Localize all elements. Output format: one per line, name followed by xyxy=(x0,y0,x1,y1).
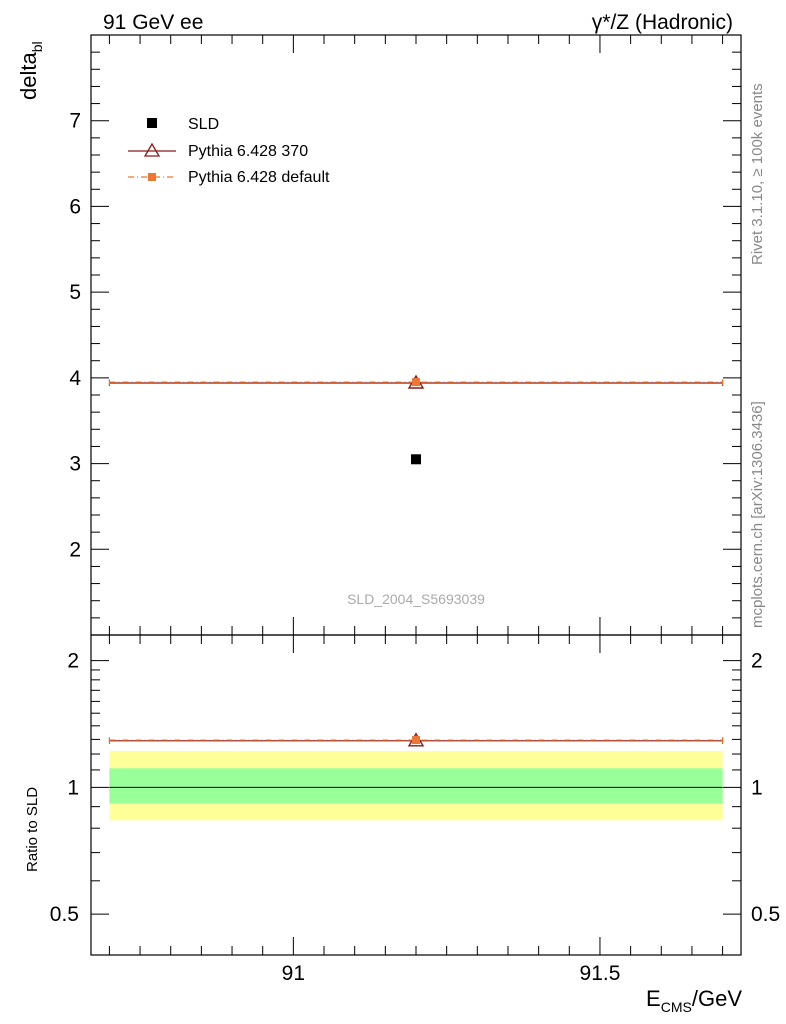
ratio-ytick-label-right: 0.5 xyxy=(751,903,780,926)
main-ylabel: deltabl xyxy=(16,41,45,100)
xlabel-text: E xyxy=(646,986,661,1011)
main-marker-square xyxy=(412,378,420,387)
ratio-ylabel: Ratio to SLD xyxy=(24,787,41,872)
ratio-ytick-label-left: 2 xyxy=(67,650,79,673)
xlabel-subscript: CMS xyxy=(661,999,692,1015)
ratio-xtick-label: 91.5 xyxy=(580,962,621,985)
ratio-xtick-label: 91 xyxy=(282,962,305,985)
xlabel-unit: /GeV xyxy=(692,986,742,1011)
legend-label-pythia-370: Pythia 6.428 370 xyxy=(188,143,308,160)
legend-marker-pythia-370 xyxy=(143,142,161,157)
ratio-ytick-label-left: 0.5 xyxy=(50,903,79,926)
mcplots-label: mcplots.cern.ch [arXiv:1306.3436] xyxy=(749,401,766,628)
main-ylabel-subscript: bl xyxy=(29,41,45,52)
legend-label-pythia-default: Pythia 6.428 default xyxy=(188,169,330,186)
rivet-label: Rivet 3.1.10, ≥ 100k events xyxy=(749,83,766,265)
main-ytick-label: 4 xyxy=(69,367,81,390)
main-panel: 2 3 4 5 6 7 xyxy=(69,34,741,636)
xlabel: ECMS/GeV xyxy=(646,986,742,1015)
main-ytick-label: 2 xyxy=(69,538,81,561)
ratio-ytick-label-left: 1 xyxy=(67,776,79,799)
legend-label-sld: SLD xyxy=(188,116,219,133)
main-ylabel-text: delta xyxy=(16,52,41,100)
legend: SLD Pythia 6.428 370 Pythia 6.428 defaul… xyxy=(128,116,330,186)
main-ytick-label: 5 xyxy=(69,281,81,304)
ratio-marker-square xyxy=(412,736,420,745)
ratio-panel: 0.5 0.5 1 1 2 2 91 91.5 xyxy=(50,635,780,985)
main-ytick-label: 3 xyxy=(69,453,81,476)
legend-marker-sld xyxy=(147,118,157,128)
ratio-ytick-label-right: 2 xyxy=(751,650,763,673)
main-ytick-label: 7 xyxy=(69,110,81,133)
main-ytick-label: 6 xyxy=(69,195,81,218)
ratio-frame xyxy=(90,634,742,956)
ratio-band-1-sigma xyxy=(109,768,723,804)
legend-marker-pythia-default xyxy=(148,173,156,181)
header-left-label: 91 GeV ee xyxy=(103,11,203,34)
header-right-label: γ*/Z (Hadronic) xyxy=(592,11,733,34)
main-marker-data xyxy=(411,454,421,465)
ratio-ytick-label-right: 1 xyxy=(751,776,763,799)
watermark: SLD_2004_S5693039 xyxy=(347,591,485,607)
